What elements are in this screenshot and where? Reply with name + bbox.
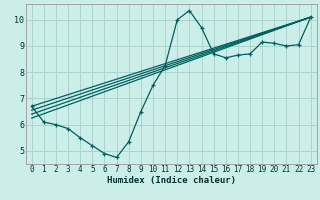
X-axis label: Humidex (Indice chaleur): Humidex (Indice chaleur) xyxy=(107,176,236,185)
